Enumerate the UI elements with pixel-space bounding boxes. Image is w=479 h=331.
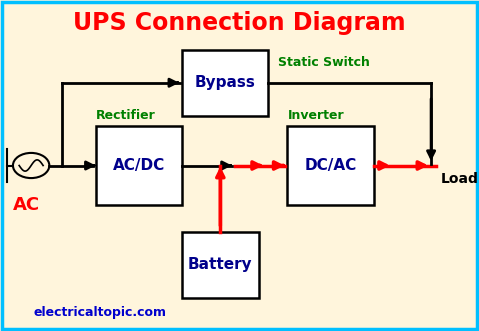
Text: electricaltopic.com: electricaltopic.com <box>34 306 167 319</box>
Text: Static Switch: Static Switch <box>278 56 370 69</box>
Text: DC/AC: DC/AC <box>304 158 357 173</box>
Text: Inverter: Inverter <box>287 110 344 122</box>
Text: UPS Connection Diagram: UPS Connection Diagram <box>73 11 406 35</box>
Text: AC/DC: AC/DC <box>113 158 165 173</box>
FancyBboxPatch shape <box>182 232 259 298</box>
FancyBboxPatch shape <box>287 126 374 205</box>
Text: AC: AC <box>13 196 40 214</box>
Text: Battery: Battery <box>188 257 252 272</box>
Text: Load: Load <box>441 172 479 186</box>
FancyBboxPatch shape <box>96 126 182 205</box>
FancyBboxPatch shape <box>182 50 268 116</box>
Text: Bypass: Bypass <box>194 75 256 90</box>
Text: Rectifier: Rectifier <box>96 110 156 122</box>
